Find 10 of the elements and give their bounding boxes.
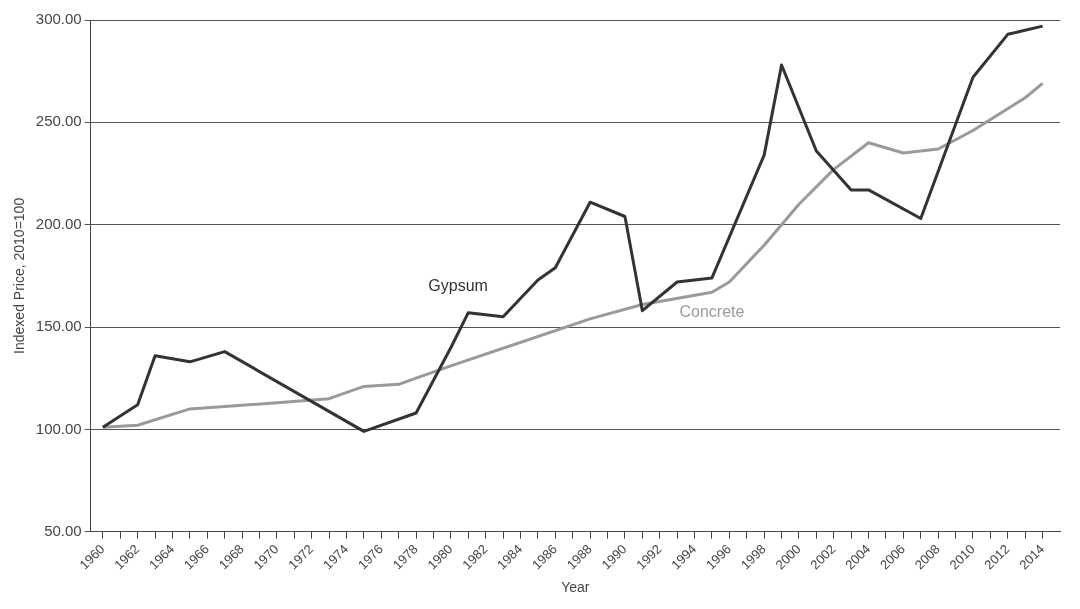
y-tick-label: 300.00 bbox=[35, 10, 82, 28]
x-axis-title: Year bbox=[561, 579, 590, 596]
y-tick-label: 250.00 bbox=[35, 112, 82, 130]
y-tick-label: 200.00 bbox=[35, 214, 82, 232]
y-axis-title: Indexed Price, 2010=100 bbox=[11, 197, 28, 354]
series-label: Concrete bbox=[679, 302, 745, 320]
series-label: Gypsum bbox=[428, 277, 488, 295]
y-tick-label: 50.00 bbox=[44, 521, 82, 539]
y-tick-label: 150.00 bbox=[35, 317, 82, 335]
y-tick-label: 100.00 bbox=[35, 419, 82, 437]
